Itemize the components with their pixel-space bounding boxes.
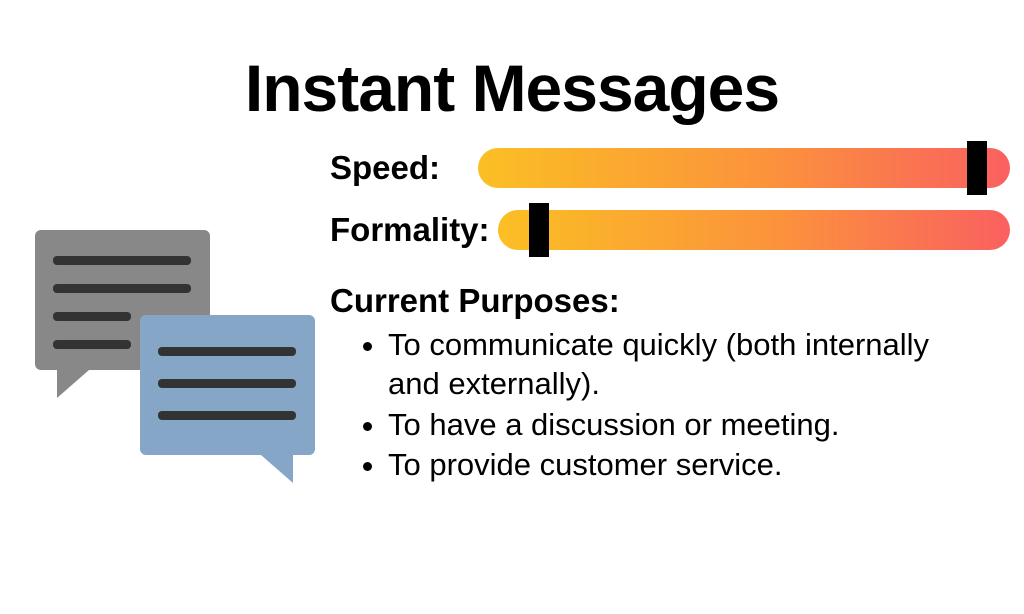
purposes-list-item: To provide customer service. [388, 446, 968, 485]
formality-label: Formality: [330, 211, 498, 249]
chat-bubble-front [140, 315, 315, 455]
purposes-heading: Current Purposes: [330, 282, 1010, 320]
bubble-line [158, 411, 296, 420]
purposes-list: To communicate quickly (both internally … [330, 326, 1010, 485]
bubble-line [53, 284, 191, 293]
speed-slider-row: Speed: [330, 148, 1010, 188]
bubble-line [53, 256, 191, 265]
bubble-line [53, 312, 131, 321]
page-title: Instant Messages [0, 50, 1024, 126]
speed-slider-handle[interactable] [967, 141, 987, 195]
formality-slider-track[interactable] [498, 210, 1010, 250]
speed-label: Speed: [330, 149, 478, 187]
purposes-list-item: To communicate quickly (both internally … [388, 326, 968, 404]
bubble-line [158, 379, 296, 388]
bubble-line [53, 340, 131, 349]
content-area: Speed: Formality: Current Purposes: To c… [330, 148, 1010, 487]
formality-slider-handle[interactable] [529, 203, 549, 257]
formality-slider-row: Formality: [330, 210, 1010, 250]
chat-bubbles-icon [35, 230, 315, 490]
purposes-list-item: To have a discussion or meeting. [388, 406, 968, 445]
speed-slider-track[interactable] [478, 148, 1010, 188]
bubble-line [158, 347, 296, 356]
